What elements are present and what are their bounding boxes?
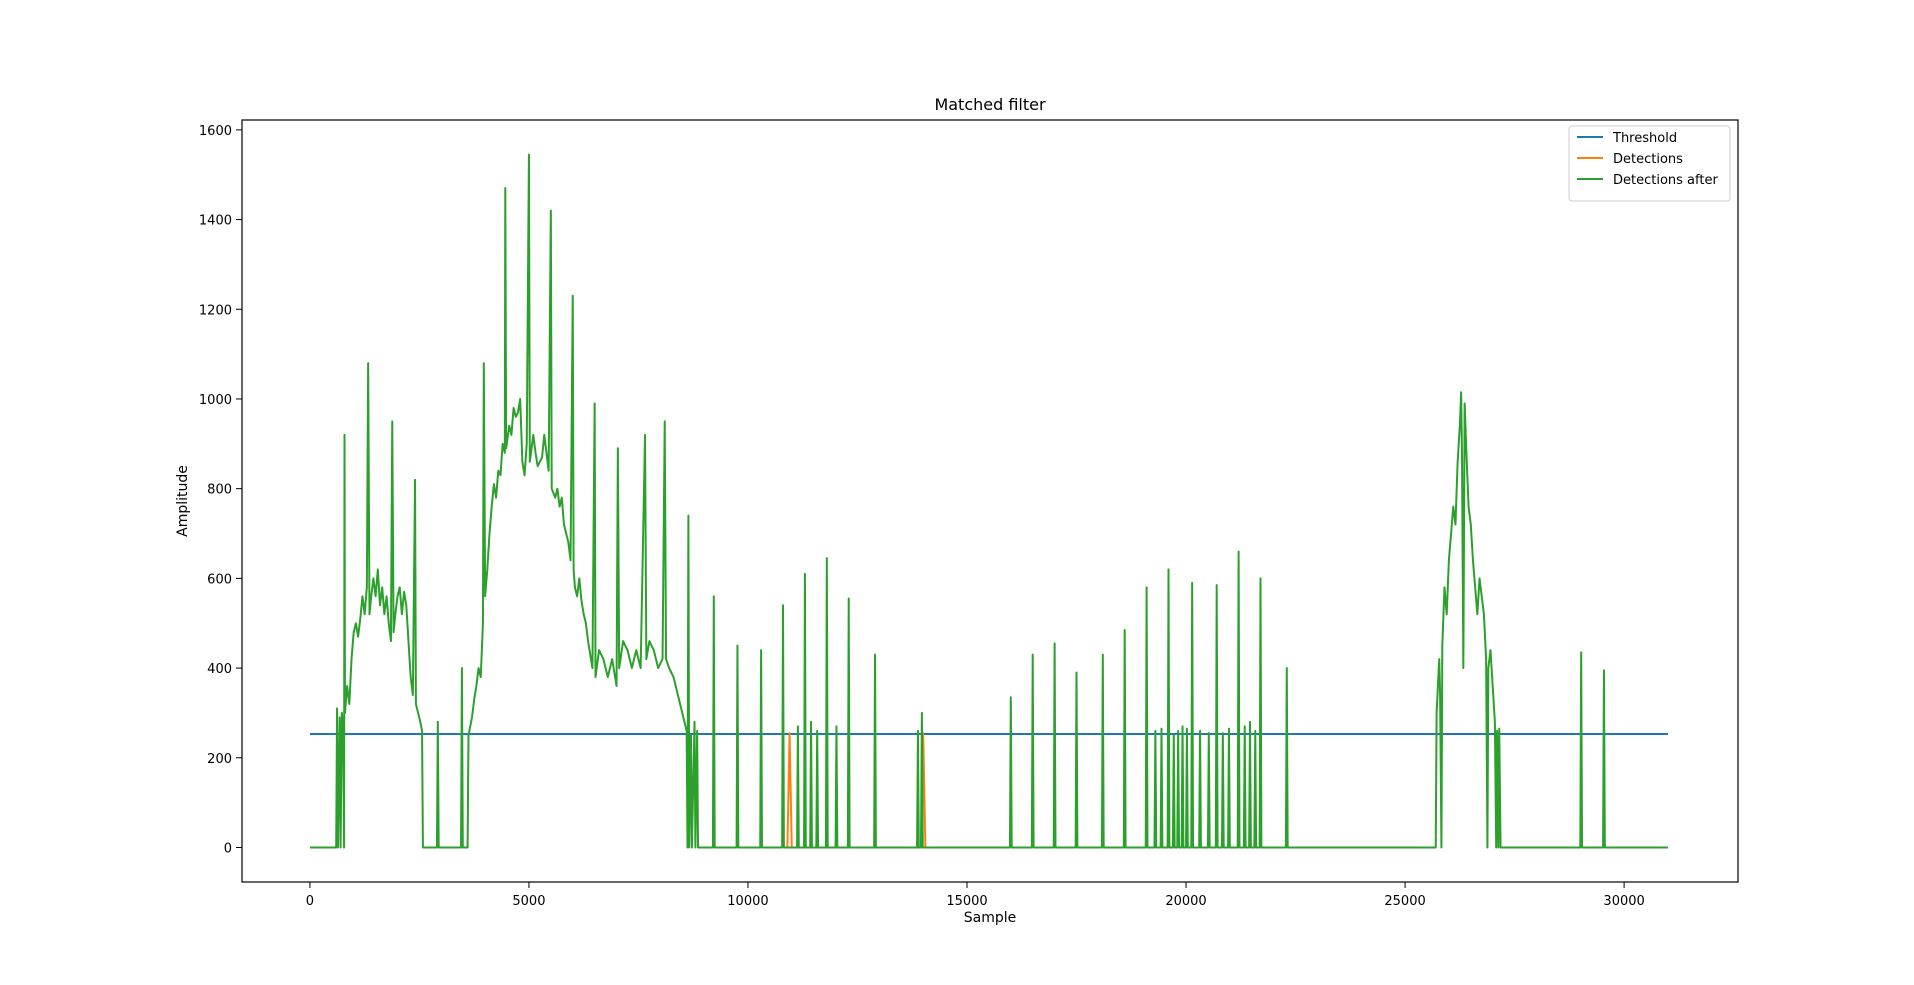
y-tick-label: 1000	[199, 393, 232, 408]
x-tick-label: 25000	[1384, 894, 1425, 909]
legend-box	[1568, 125, 1731, 202]
x-tick-label: 5000	[512, 894, 545, 909]
y-tick-label: 800	[207, 483, 232, 498]
legend-label-detections: Detections	[1613, 152, 1683, 167]
y-tick-label: 1200	[199, 303, 232, 318]
y-tick-label: 200	[207, 752, 232, 767]
y-axis-label: Amplitude	[175, 465, 191, 537]
y-tick-label: 1400	[199, 214, 232, 229]
legend: Threshold Detections Detections after	[1568, 125, 1731, 202]
plot-frame	[241, 119, 1739, 883]
legend-label-detections-after: Detections after	[1613, 173, 1718, 188]
x-tick-label: 30000	[1603, 894, 1644, 909]
legend-label-threshold: Threshold	[1612, 131, 1677, 146]
series-line-detections-after	[309, 153, 1668, 849]
y-tick-label: 600	[207, 572, 232, 587]
x-tick-label: 15000	[946, 894, 987, 909]
x-tick-label: 0	[306, 894, 314, 909]
chart-title: Matched filter	[934, 95, 1046, 114]
x-axis-label: Sample	[964, 910, 1017, 926]
axes: 0 5000 10000 15000 20000 25000 30000 0 200 400 600…	[199, 119, 1739, 909]
y-tick-label: 0	[224, 841, 232, 856]
y-tick-label: 400	[207, 662, 232, 677]
x-tick-label: 10000	[727, 894, 768, 909]
y-tick-label: 1600	[199, 124, 232, 139]
x-tick-label: 20000	[1165, 894, 1206, 909]
